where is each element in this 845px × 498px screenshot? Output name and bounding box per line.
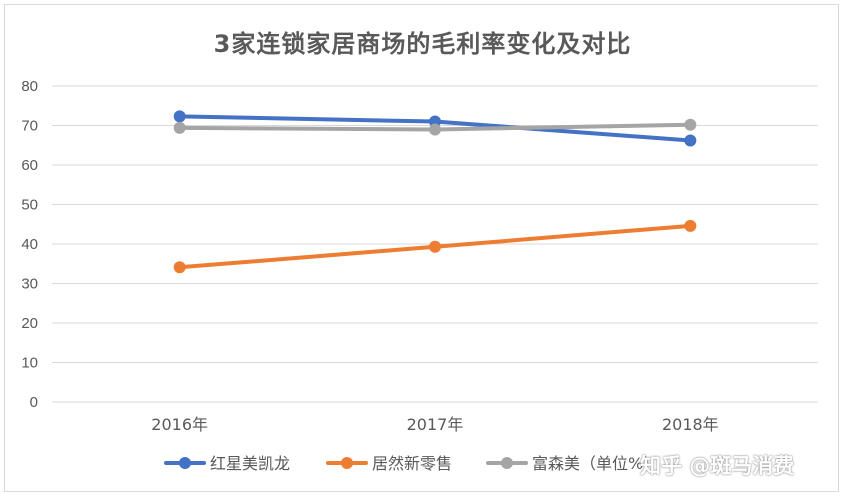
data-point <box>429 240 441 253</box>
x-tick-label: 2017年 <box>407 415 464 434</box>
data-point <box>684 219 697 232</box>
legend-label: 居然新零售 <box>372 454 452 473</box>
y-tick-label: 30 <box>21 276 38 293</box>
x-tick-label: 2018年 <box>662 415 719 434</box>
legend-marker-dot <box>341 457 353 469</box>
data-point <box>429 123 441 136</box>
y-tick-label: 80 <box>21 78 38 95</box>
x-tick-label: 2016年 <box>151 415 208 434</box>
chart-title: 3家连锁家居商场的毛利率变化及对比 <box>213 30 632 58</box>
legend-label: 红星美凯龙 <box>210 454 290 473</box>
y-tick-label: 0 <box>30 394 38 411</box>
data-point <box>173 110 186 123</box>
y-tick-label: 50 <box>21 197 38 214</box>
legend-label: 富森美（单位%） <box>532 454 659 473</box>
data-point <box>173 261 186 274</box>
data-point <box>684 134 697 147</box>
data-point <box>684 118 697 131</box>
y-tick-label: 70 <box>21 118 38 135</box>
y-tick-label: 60 <box>21 157 38 174</box>
data-point <box>173 121 186 134</box>
y-tick-label: 20 <box>21 315 38 332</box>
legend-marker-dot <box>179 457 191 469</box>
legend-marker-dot <box>501 457 513 469</box>
y-tick-label: 10 <box>21 355 38 372</box>
watermark: 知乎 @斑马消费 <box>640 454 795 478</box>
y-tick-label: 40 <box>21 236 38 253</box>
